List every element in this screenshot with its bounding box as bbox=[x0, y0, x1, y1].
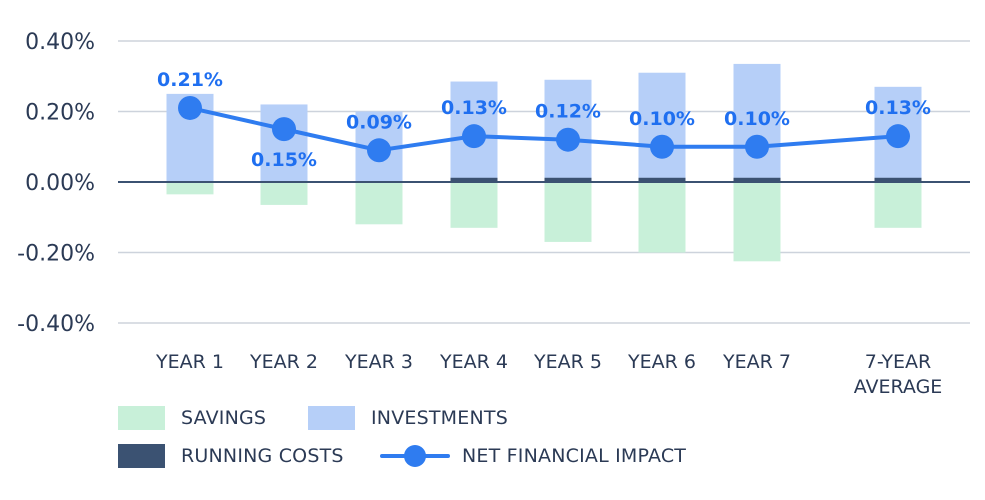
running-costs-bar bbox=[450, 177, 498, 182]
net-value-label: 0.12% bbox=[535, 101, 601, 123]
net-point bbox=[650, 134, 674, 159]
net-value-label: 0.10% bbox=[724, 108, 790, 130]
net-value-label: 0.13% bbox=[441, 97, 507, 119]
investment-bar bbox=[638, 72, 686, 182]
net-point bbox=[556, 127, 580, 152]
savings-bar bbox=[260, 182, 308, 205]
running-costs-bar bbox=[733, 177, 781, 182]
x-tick-label: YEAR 5 bbox=[533, 351, 602, 373]
savings-bar bbox=[355, 182, 403, 225]
net-point bbox=[462, 124, 486, 149]
savings-bar bbox=[874, 182, 922, 228]
net-point bbox=[745, 134, 769, 159]
investment-bar bbox=[733, 63, 781, 182]
net-value-label: 0.10% bbox=[629, 108, 695, 130]
x-tick-label: YEAR 6 bbox=[627, 351, 696, 373]
net-value-label: 0.21% bbox=[157, 69, 223, 91]
net-point bbox=[272, 117, 296, 142]
x-tick-label: YEAR 3 bbox=[344, 351, 413, 373]
net-point bbox=[886, 124, 910, 149]
net-value-label: 0.15% bbox=[251, 149, 317, 171]
net-value-label: 0.13% bbox=[865, 97, 931, 119]
running-costs-bar bbox=[638, 177, 686, 182]
savings-bar bbox=[544, 182, 592, 242]
net-point bbox=[178, 95, 202, 120]
net-point bbox=[367, 138, 391, 163]
savings-bar bbox=[450, 182, 498, 228]
x-tick-label: YEAR 1 bbox=[155, 351, 224, 373]
net-value-label: 0.09% bbox=[346, 111, 412, 133]
y-tick-label: 0.20% bbox=[25, 101, 95, 126]
y-tick-label: -0.40% bbox=[17, 312, 95, 337]
savings-bar bbox=[166, 182, 214, 195]
y-tick-label: 0.00% bbox=[25, 171, 95, 196]
net-line bbox=[189, 106, 899, 153]
x-tick-label: 7-YEAR AVERAGE bbox=[854, 351, 943, 398]
y-tick-label: -0.20% bbox=[17, 242, 95, 267]
x-tick-label: YEAR 2 bbox=[249, 351, 318, 373]
savings-bar bbox=[638, 182, 686, 253]
savings-bar bbox=[733, 182, 781, 262]
x-tick-label: YEAR 4 bbox=[439, 351, 508, 373]
x-tick-label: YEAR 7 bbox=[722, 351, 791, 373]
running-costs-bar bbox=[874, 177, 922, 182]
y-tick-label: 0.40% bbox=[25, 30, 95, 55]
running-costs-bar bbox=[544, 177, 592, 182]
